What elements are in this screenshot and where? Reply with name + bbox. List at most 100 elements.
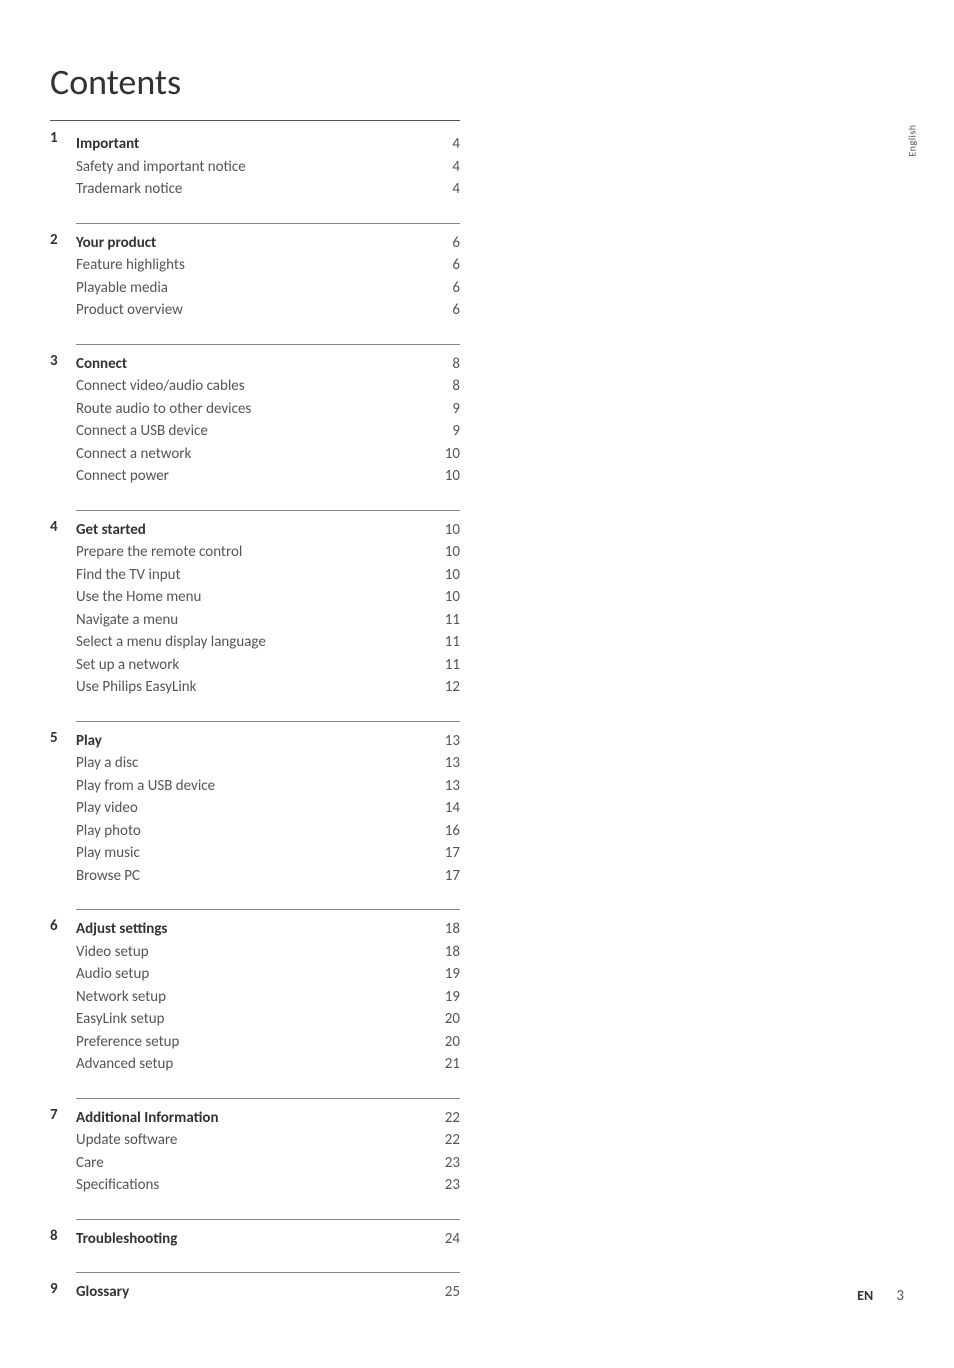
toc-item-row[interactable]: Advanced setup21	[76, 1053, 460, 1076]
toc-heading-page: 13	[437, 730, 460, 753]
toc-item-label: Play from a USB device	[76, 775, 215, 798]
toc-item-page: 14	[437, 797, 460, 820]
toc-item-row[interactable]: Browse PC17	[76, 865, 460, 888]
toc-heading-label: Connect	[76, 353, 127, 376]
toc-item-label: Prepare the remote control	[76, 541, 242, 564]
toc-heading-page: 6	[444, 232, 460, 255]
toc-item-row[interactable]: Safety and important notice4	[76, 156, 460, 179]
toc-item-page: 8	[444, 375, 460, 398]
toc-item-row[interactable]: Care23	[76, 1152, 460, 1175]
toc-item-row[interactable]: Find the TV input10	[76, 564, 460, 587]
toc-item-page: 4	[444, 178, 460, 201]
toc-heading-row[interactable]: Your product 6	[76, 232, 460, 255]
toc-heading-row[interactable]: Connect 8	[76, 353, 460, 376]
toc-item-label: Use the Home menu	[76, 586, 201, 609]
toc-heading-label: Your product	[76, 232, 156, 255]
toc-item-page: 10	[437, 443, 460, 466]
toc-item-label: Navigate a menu	[76, 609, 178, 632]
toc-item-row[interactable]: Prepare the remote control 10	[76, 541, 460, 564]
toc-heading-page: 4	[444, 133, 460, 156]
toc-heading-label: Additional Information	[76, 1107, 219, 1130]
toc-item-label: Playable media	[76, 277, 168, 300]
toc-item-page: 9	[444, 420, 460, 443]
toc-item-row[interactable]: Video setup18	[76, 941, 460, 964]
toc-item-row[interactable]: Set up a network 11	[76, 654, 460, 677]
toc-item-row[interactable]: Connect power10	[76, 465, 460, 488]
toc-heading-row[interactable]: Troubleshooting24	[76, 1228, 460, 1251]
toc-item-page: 6	[444, 277, 460, 300]
toc-item-page: 17	[437, 842, 460, 865]
section-number: 8	[50, 1219, 76, 1251]
toc-item-row[interactable]: Use Philips EasyLink12	[76, 676, 460, 699]
toc-item-row[interactable]: Update software22	[76, 1129, 460, 1152]
toc-item-label: Care	[76, 1152, 104, 1175]
toc-item-row[interactable]: Play a disc13	[76, 752, 460, 775]
toc-item-label: Play a disc	[76, 752, 138, 775]
toc-item-label: Find the TV input	[76, 564, 181, 587]
toc-item-page: 10	[437, 465, 460, 488]
toc-heading-page: 24	[437, 1228, 460, 1251]
toc-heading-row[interactable]: Get started10	[76, 519, 460, 542]
toc-item-label: Connect video/audio cables	[76, 375, 245, 398]
toc-item-row[interactable]: Connect a network10	[76, 443, 460, 466]
toc-heading-page: 8	[444, 353, 460, 376]
toc-item-page: 6	[444, 254, 460, 277]
footer-page-number: 3	[896, 1287, 904, 1305]
section-body: Adjust settings18Video setup18Audio setu…	[76, 909, 460, 1076]
section-number: 2	[50, 223, 76, 322]
toc-item-page: 17	[437, 865, 460, 888]
toc-heading-row[interactable]: Adjust settings18	[76, 918, 460, 941]
toc-item-row[interactable]: Use the Home menu10	[76, 586, 460, 609]
toc-section: 3Connect8Connect video/audio cables8Rout…	[50, 336, 460, 502]
toc-item-row[interactable]: Play photo 16	[76, 820, 460, 843]
toc-item-row[interactable]: Play from a USB device13	[76, 775, 460, 798]
section-number: 9	[50, 1272, 76, 1304]
toc-item-row[interactable]: Navigate a menu11	[76, 609, 460, 632]
toc-item-row[interactable]: Connect video/audio cables 8	[76, 375, 460, 398]
toc-item-row[interactable]: EasyLink setup 20	[76, 1008, 460, 1031]
toc-item-label: Feature highlights	[76, 254, 185, 277]
section-body: Play13Play a disc13Play from a USB devic…	[76, 721, 460, 888]
toc-item-label: Set up a network	[76, 654, 179, 677]
section-body: Troubleshooting24	[76, 1219, 460, 1251]
section-number: 1	[50, 129, 76, 201]
toc-section: 7Additional Information22Update software…	[50, 1090, 460, 1211]
toc-item-label: Product overview	[76, 299, 183, 322]
toc-item-label: Play photo	[76, 820, 141, 843]
page-footer: EN 3	[857, 1287, 904, 1305]
toc-item-row[interactable]: Play music 17	[76, 842, 460, 865]
section-body: Additional Information22Update software2…	[76, 1098, 460, 1197]
toc-heading-label: Important	[76, 133, 139, 156]
toc-heading-row[interactable]: Important 4	[76, 133, 460, 156]
toc-item-row[interactable]: Playable media 6	[76, 277, 460, 300]
toc-heading-row[interactable]: Glossary25	[76, 1281, 460, 1304]
toc-item-row[interactable]: Specifications23	[76, 1174, 460, 1197]
toc-item-page: 21	[437, 1053, 460, 1076]
toc-item-row[interactable]: Play video14	[76, 797, 460, 820]
toc-item-row[interactable]: Network setup19	[76, 986, 460, 1009]
section-body: Your product6Feature highlights6Playable…	[76, 223, 460, 322]
toc-item-label: Play music	[76, 842, 140, 865]
toc-item-label: EasyLink setup	[76, 1008, 165, 1031]
toc-item-row[interactable]: Trademark notice4	[76, 178, 460, 201]
toc-item-row[interactable]: Connect a USB device9	[76, 420, 460, 443]
toc-heading-row[interactable]: Play13	[76, 730, 460, 753]
section-body: Important 4Safety and important notice4Tr…	[76, 129, 460, 201]
toc-item-row[interactable]: Product overview 6	[76, 299, 460, 322]
toc-item-label: Audio setup	[76, 963, 149, 986]
toc-item-page: 11	[437, 654, 460, 677]
toc-item-row[interactable]: Feature highlights 6	[76, 254, 460, 277]
toc-heading-row[interactable]: Additional Information22	[76, 1107, 460, 1130]
toc-item-page: 16	[437, 820, 460, 843]
toc-item-row[interactable]: Select a menu display language11	[76, 631, 460, 654]
toc-section: 4Get started10Prepare the remote control…	[50, 502, 460, 713]
toc-item-row[interactable]: Audio setup19	[76, 963, 460, 986]
toc-item-page: 20	[437, 1008, 460, 1031]
toc-item-label: Use Philips EasyLink	[76, 676, 196, 699]
toc-item-row[interactable]: Preference setup20	[76, 1031, 460, 1054]
toc-item-page: 10	[437, 541, 460, 564]
toc-item-page: 6	[444, 299, 460, 322]
toc-item-row[interactable]: Route audio to other devices9	[76, 398, 460, 421]
toc-section: 1Important 4Safety and important notice4T…	[50, 121, 460, 215]
toc-item-page: 18	[437, 941, 460, 964]
